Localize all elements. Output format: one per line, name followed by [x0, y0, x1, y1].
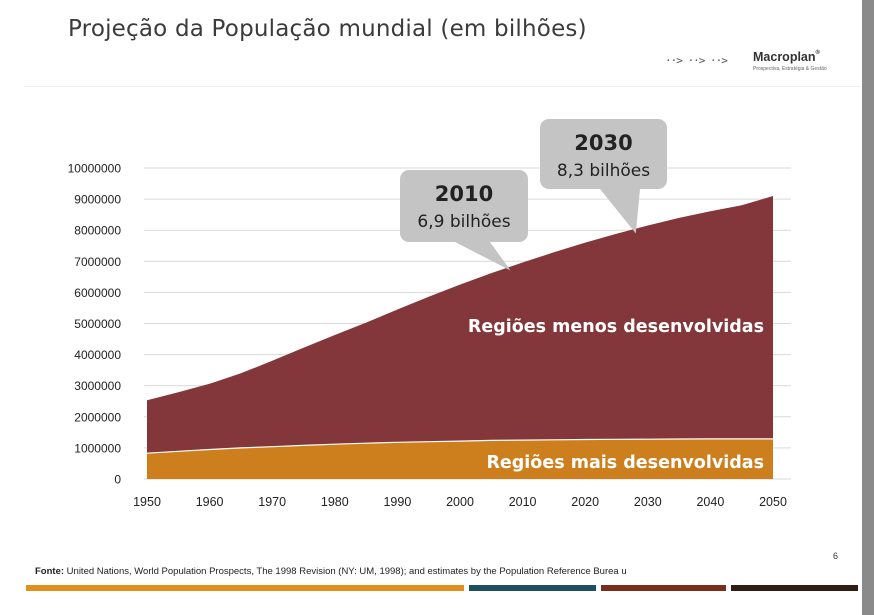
source-text: United Nations, World Population Prospec…: [66, 566, 627, 577]
chart-callouts: 2010 6,9 bilhões 2030 8,3 bilhões: [400, 119, 667, 271]
series-label-less-developed: Regiões menos desenvolvidas: [468, 317, 764, 337]
series-labels: Regiões menos desenvolvidas Regiões mais …: [468, 317, 764, 473]
x-tick-label: 1980: [321, 495, 349, 509]
source-label: Fonte:: [35, 566, 65, 577]
y-tick-label: 9000000: [74, 193, 121, 207]
y-tick-label: 10000000: [68, 162, 122, 176]
x-axis-tick-labels: 1950 1960 1970 1980 1990 2000 2010 2020 2030 2040…: [133, 495, 787, 509]
y-tick-label: 0: [114, 473, 121, 487]
x-tick-label: 2010: [509, 495, 537, 509]
logo-arrows-icon: ··> ··> ··>: [665, 54, 728, 67]
chart-areas: [146, 196, 773, 479]
area-separator: [146, 438, 773, 454]
y-tick-label: 8000000: [74, 224, 121, 238]
x-tick-label: 2030: [634, 495, 662, 509]
y-tick-label: 4000000: [74, 348, 121, 362]
callout-year: 2030: [574, 131, 632, 155]
y-tick-label: 6000000: [74, 286, 121, 300]
callout-box: [400, 170, 528, 242]
y-tick-label: 7000000: [74, 255, 121, 269]
page-number: 6: [833, 551, 839, 561]
x-tick-label: 1990: [383, 495, 411, 509]
slide-title: Projeção da População mundial (em bilhõe…: [68, 16, 587, 42]
logo-tagline: Prospectiva, Estratégia & Gestão: [753, 66, 827, 72]
title-divider: [24, 86, 860, 87]
x-tick-label: 2050: [759, 495, 787, 509]
x-tick-label: 2020: [571, 495, 599, 509]
footer-bar-teal: [469, 585, 596, 591]
x-tick-label: 2040: [696, 495, 724, 509]
y-tick-label: 2000000: [74, 410, 121, 424]
callout-pointer: [600, 189, 640, 234]
footer-bar-orange: [26, 585, 464, 591]
window-edge: [862, 0, 874, 615]
callout-value: 8,3 bilhões: [557, 161, 650, 181]
callout-year: 2010: [435, 182, 493, 206]
callout-box: [540, 119, 667, 189]
callout-pointer: [455, 242, 511, 271]
y-tick-label: 3000000: [74, 379, 121, 393]
population-area-chart: 0 1000000 2000000 3000000 4000000 5000000 6000…: [68, 119, 791, 509]
x-tick-label: 2000: [446, 495, 474, 509]
logo-wordmark: Macroplan: [753, 50, 816, 64]
source-note: Fonte: United Nations, World Population …: [35, 566, 627, 577]
area-more-developed: [147, 438, 773, 479]
y-tick-label: 5000000: [74, 317, 121, 331]
series-label-more-developed: Regiões mais desenvolvidas: [486, 453, 764, 473]
y-axis-tick-labels: 0 1000000 2000000 3000000 4000000 5000000 6000…: [68, 162, 122, 487]
logo-registered-mark: ®: [815, 50, 820, 56]
x-tick-label: 1970: [258, 495, 286, 509]
logo-name: Macroplan®: [753, 50, 820, 64]
callout-value: 6,9 bilhões: [417, 212, 510, 232]
footer-bar-dark: [731, 585, 858, 591]
area-less-developed: [147, 196, 773, 454]
x-tick-label: 1950: [133, 495, 161, 509]
y-tick-label: 1000000: [74, 441, 121, 455]
x-tick-label: 1960: [196, 495, 224, 509]
footer-bar-maroon: [601, 585, 726, 591]
